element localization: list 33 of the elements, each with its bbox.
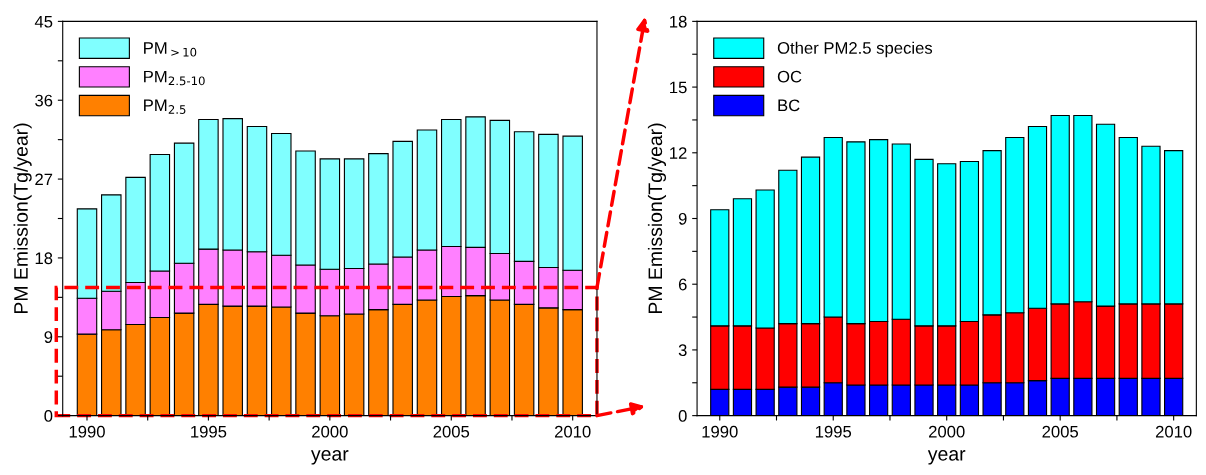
y-tick-label: 9 [44,331,53,343]
y-tick-label: 36 [35,94,53,107]
legend-label: PM$_{>10}$ [144,42,197,57]
legend-label: PM$_{2.5}$ [144,99,186,114]
legend-label: OC [777,70,802,83]
y-axis-title: PM Emission(Tg/year) [647,123,667,314]
x-tick-label: 1995 [191,425,227,438]
x-axis-title: year [927,450,966,465]
legend-label: BC [778,99,800,112]
y-tick-label: 3 [678,344,687,357]
y-tick-label: 45 [34,15,53,28]
x-tick-label: 2010 [1155,425,1192,438]
x-tick-label: 1995 [815,425,852,438]
y-tick-label: 9 [678,212,687,225]
x-axis-title: year [310,450,349,465]
x-tick-label: 2005 [433,425,470,438]
y-tick-label: 0 [44,410,53,422]
x-tick-label: 2005 [1042,425,1079,438]
y-tick-label: 6 [678,278,687,291]
x-tick-label: 1990 [702,425,738,438]
y-axis-title: PM Emission(Tg/year) [13,123,32,314]
y-tick-label: 12 [670,147,687,159]
x-tick-label: 1990 [69,425,105,438]
legend-label: PM$_{2.5-10}$ [144,70,205,86]
y-tick-label: 0 [678,410,687,422]
legend-label: Other PM2.5 species [777,41,933,58]
y-tick-label: 27 [35,173,53,186]
y-tick-label: 18 [670,15,687,28]
x-tick-label: 2000 [929,425,965,438]
y-tick-label: 15 [670,81,687,94]
x-tick-label: 2000 [312,425,348,438]
y-tick-label: 18 [35,252,53,265]
x-tick-label: 2010 [554,425,591,438]
